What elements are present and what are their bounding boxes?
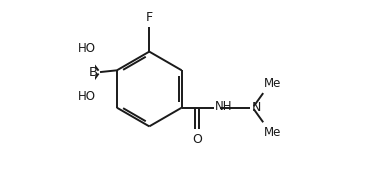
Text: Me: Me [264, 126, 282, 139]
Text: HO: HO [78, 42, 96, 55]
Text: N: N [252, 101, 261, 114]
Text: O: O [192, 133, 202, 146]
Text: HO: HO [78, 90, 96, 103]
Text: NH: NH [215, 100, 233, 113]
Text: Me: Me [264, 77, 282, 90]
Text: F: F [146, 11, 153, 24]
Text: B: B [89, 66, 98, 79]
